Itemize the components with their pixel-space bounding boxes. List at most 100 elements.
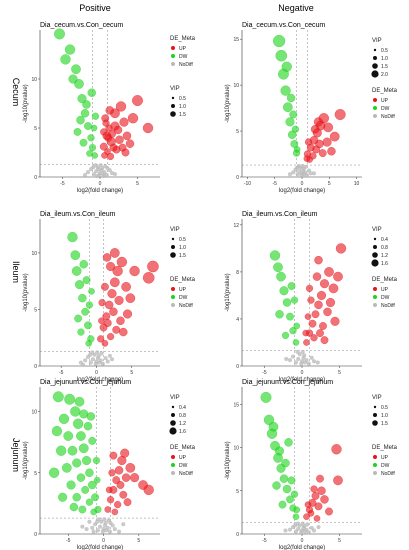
data-point-nodiff: [95, 519, 100, 524]
data-point-up: [110, 121, 120, 131]
data-point-dw: [281, 61, 292, 72]
data-point-up: [119, 117, 129, 127]
data-point-nodiff: [293, 529, 299, 534]
data-point-nodiff: [109, 357, 115, 362]
data-point-up: [303, 155, 311, 162]
data-point-dw: [85, 498, 93, 506]
x-tick-label: -5: [273, 181, 278, 187]
data-point-up: [302, 329, 309, 337]
y-tick-label: 0: [236, 532, 239, 538]
data-point-dw: [78, 293, 87, 303]
column-header-positive: Positive: [79, 3, 111, 13]
data-point-up: [110, 277, 120, 288]
y-tick-label: 5: [34, 307, 37, 313]
data-point-dw: [293, 146, 301, 153]
legend-label-dw: DW: [179, 463, 188, 469]
data-point-nodiff: [102, 517, 107, 522]
data-point-up: [327, 147, 336, 156]
data-point-nodiff: [95, 350, 100, 355]
data-point-up: [322, 137, 332, 147]
data-point-up: [314, 502, 323, 511]
data-point-nodiff: [302, 529, 308, 534]
legend-label-up: UP: [179, 455, 187, 461]
data-point-up: [112, 325, 121, 334]
legend-title-vip: VIP: [372, 395, 382, 401]
data-point-dw: [286, 495, 294, 504]
y-tick-label: 5: [34, 126, 37, 132]
y-tick-label: 10: [31, 410, 37, 416]
data-point-nodiff: [311, 528, 317, 533]
data-point-dw: [75, 280, 85, 290]
panel-title: Dia_ileum.vs.Con_ileum: [242, 211, 318, 218]
x-tick-label: -5: [66, 538, 71, 544]
data-point-nodiff: [311, 171, 317, 176]
legend-swatch-up: [373, 455, 377, 459]
x-tick-label: 5: [338, 370, 341, 376]
data-point-up: [317, 290, 326, 300]
y-tick-label: 8: [236, 270, 239, 276]
legend-label-up: UP: [381, 98, 389, 104]
x-tick-label: 0: [301, 181, 304, 187]
panel-title: Dia_cecum.vs.Con_cecum: [40, 22, 123, 29]
legend-label-nodiff: NoDiff: [179, 62, 193, 68]
data-point-dw: [51, 425, 63, 437]
data-point-dw: [72, 493, 81, 502]
data-point-dw: [81, 307, 90, 316]
y-axis-label: -log10(pvalue): [23, 273, 29, 311]
data-point-dw: [88, 480, 97, 490]
data-point-up: [100, 128, 108, 136]
data-point-nodiff: [296, 526, 301, 531]
data-point-dw: [273, 34, 286, 48]
data-point-dw: [263, 414, 275, 425]
data-point-up: [109, 307, 118, 316]
data-point-dw: [286, 93, 296, 103]
y-axis-label: -log10(pvalue): [23, 441, 29, 479]
data-point-up: [307, 296, 315, 304]
y-tick-label: 15: [233, 37, 239, 43]
x-axis-label: log2(fold change): [279, 377, 325, 383]
x-tick-label: 0: [102, 538, 105, 544]
legend-label-dw: DW: [179, 54, 188, 60]
data-point-dw: [77, 328, 85, 336]
data-point-nodiff: [82, 173, 88, 178]
data-point-up: [310, 125, 320, 134]
x-tick-label: 5: [328, 181, 331, 187]
size-legend-label: 1.0: [381, 56, 388, 62]
panel-title: Dia_ileum.vs.Con_ileum: [40, 211, 116, 218]
data-point-up: [307, 509, 315, 517]
data-point-dw: [289, 110, 298, 119]
data-point-nodiff: [101, 174, 106, 179]
x-axis-label: log2(fold change): [77, 545, 123, 550]
data-point-up: [116, 316, 125, 325]
data-point-dw: [91, 493, 99, 502]
data-point-dw: [269, 250, 281, 261]
data-point-dw: [49, 467, 60, 478]
data-point-up: [320, 495, 329, 504]
data-point-up: [323, 307, 332, 317]
data-point-nodiff: [107, 529, 112, 534]
data-point-dw: [60, 54, 71, 65]
data-point-dw: [54, 28, 65, 40]
data-point-dw: [82, 100, 91, 109]
data-point-nodiff: [98, 163, 103, 168]
data-point-dw: [58, 492, 68, 502]
data-point-up: [115, 135, 124, 144]
data-point-dw: [288, 130, 297, 139]
legend-label-dw: DW: [381, 463, 390, 469]
data-point-up: [130, 473, 140, 483]
size-legend-dot: [171, 245, 175, 249]
data-point-up: [97, 335, 105, 343]
x-tick-label: -5: [262, 538, 267, 544]
data-point-up: [123, 498, 132, 507]
size-legend-label: 0.5: [179, 237, 186, 243]
data-point-nodiff: [90, 525, 95, 530]
data-point-dw: [71, 266, 82, 276]
data-point-up: [310, 485, 318, 493]
column-header-negative: Negative: [278, 3, 314, 13]
data-point-nodiff: [108, 520, 113, 525]
data-point-dw: [76, 473, 86, 482]
legend-label-nodiff: NoDiff: [179, 303, 193, 309]
data-point-up: [105, 486, 113, 494]
x-tick-label: 0: [99, 181, 102, 187]
x-tick-label: 5: [130, 370, 133, 376]
